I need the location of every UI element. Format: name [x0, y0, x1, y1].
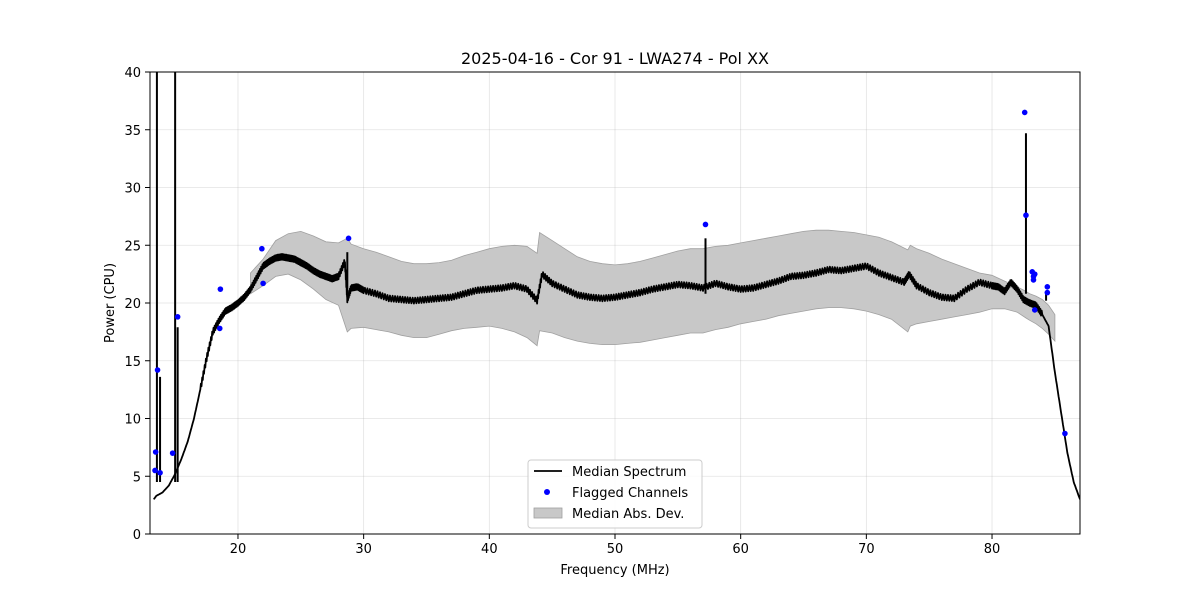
flagged-channel-point — [157, 469, 163, 476]
flagged-channel-point — [1062, 430, 1068, 437]
y-tick-label: 20 — [124, 297, 141, 312]
flagged-channel-point — [260, 280, 266, 287]
flagged-channel-point — [1031, 271, 1038, 277]
flagged-channel-point — [1030, 277, 1037, 283]
y-tick-label: 40 — [124, 66, 141, 81]
x-tick-label: 80 — [984, 542, 1001, 557]
chart-title: 2025-04-16 - Cor 91 - LWA274 - Pol XX — [461, 49, 769, 68]
legend-box — [527, 459, 703, 529]
y-tick-label: 25 — [124, 239, 141, 254]
x-tick-label: 40 — [481, 542, 498, 557]
spike-group — [155, 72, 1048, 483]
legend-mad-label: Median Abs. Dev. — [572, 507, 684, 522]
legend: Median Spectrum Flagged Channels Median … — [527, 459, 703, 529]
flagged-channel-point — [152, 449, 159, 455]
x-axis-label: Frequency (MHz) — [560, 563, 669, 578]
legend-mad-swatch — [533, 507, 563, 519]
flagged-channel-point — [1021, 109, 1028, 116]
flagged-channel-point — [154, 367, 161, 373]
flagged-channel-point — [1031, 307, 1038, 313]
legend-flagged-label: Flagged Channels — [572, 486, 688, 501]
y-tick-label: 35 — [124, 124, 141, 139]
flagged-channel-point — [152, 467, 158, 474]
flagged-channel-point — [174, 314, 181, 320]
y-tick-label: 30 — [124, 182, 141, 197]
flagged-channel-point — [169, 450, 176, 456]
flagged-channel-point — [1044, 284, 1051, 290]
y-axis-ticks: 0 5 10 15 20 25 30 35 40 — [124, 66, 150, 543]
y-tick-label: 5 — [133, 470, 141, 485]
flagged-channel-point — [217, 286, 224, 292]
flagged-channel-point — [345, 235, 352, 242]
x-axis-ticks: 20 30 40 50 60 70 80 — [230, 534, 1001, 557]
x-tick-label: 60 — [732, 542, 749, 557]
x-tick-label: 20 — [230, 542, 247, 557]
flagged-channel-point — [1023, 212, 1029, 219]
x-tick-label: 50 — [607, 542, 624, 557]
flagged-channels — [152, 109, 1068, 476]
y-tick-label: 10 — [124, 413, 141, 428]
y-axis-label: Power (CPU) — [103, 263, 118, 343]
flagged-channel-point — [1044, 289, 1051, 296]
x-tick-label: 70 — [858, 542, 875, 557]
y-tick-label: 15 — [124, 355, 141, 370]
y-tick-label: 0 — [133, 528, 141, 543]
flagged-channel-point — [259, 245, 265, 252]
x-tick-label: 30 — [355, 542, 372, 557]
legend-median-label: Median Spectrum — [572, 465, 686, 480]
legend-flagged-swatch — [544, 489, 550, 495]
flagged-channel-point — [702, 221, 709, 228]
flagged-channel-point — [216, 325, 223, 332]
median-spectrum-line — [152, 253, 1080, 500]
